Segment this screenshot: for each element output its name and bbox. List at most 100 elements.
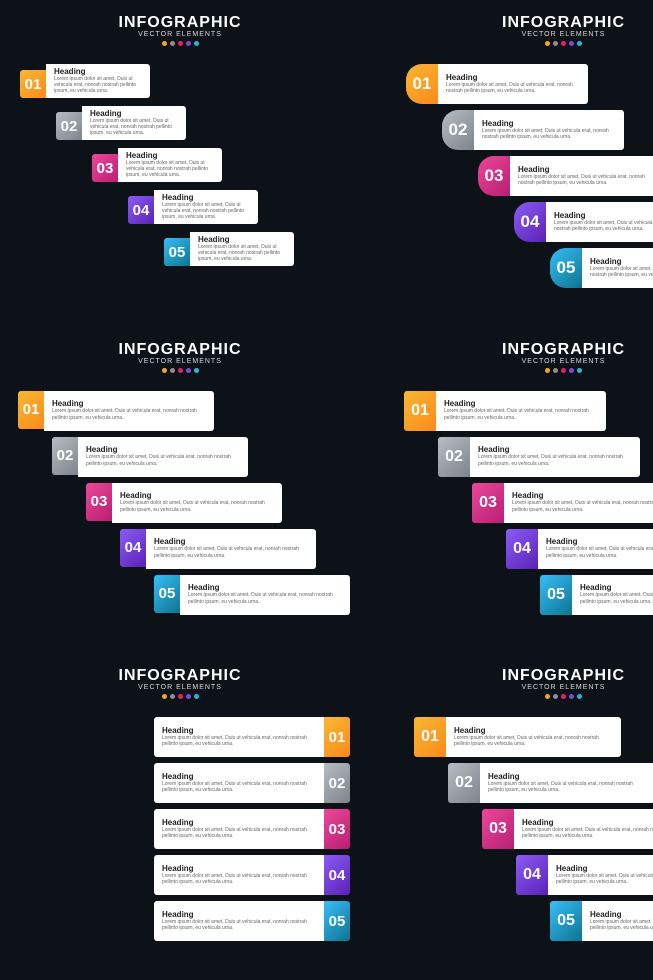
color-dot (170, 41, 175, 46)
step-card: HeadingLorem ipsum dolor sit amet, Duis … (190, 232, 294, 266)
step-body: Lorem ipsum dolor sit amet, Duis ut vehi… (162, 827, 316, 840)
step-heading: Heading (482, 119, 616, 128)
color-dots (370, 694, 653, 699)
step-card: HeadingLorem ipsum dolor sit amet, Duis … (446, 717, 621, 757)
step-card: HeadingLorem ipsum dolor sit amet, Duis … (154, 855, 324, 895)
step-body: Lorem ipsum dolor sit amet, Duis ut vehi… (86, 454, 240, 467)
step-number-badge: 03 (86, 483, 112, 521)
step-body: Lorem ipsum dolor sit amet, Duis ut vehi… (546, 546, 653, 559)
step-heading: Heading (522, 818, 653, 827)
panel-header: INFOGRAPHICVECTOR ELEMENTS (370, 14, 653, 46)
step-row: 03HeadingLorem ipsum dolor sit amet, Dui… (86, 809, 350, 849)
step-number-badge: 04 (506, 529, 538, 569)
panel-header: INFOGRAPHICVECTOR ELEMENTS (370, 667, 653, 699)
panel-title: INFOGRAPHIC (10, 667, 350, 685)
step-body: Lorem ipsum dolor sit amet, Duis ut vehi… (522, 827, 653, 840)
step-row: 03HeadingLorem ipsum dolor sit amet, Dui… (86, 483, 350, 523)
step-body: Lorem ipsum dolor sit amet, Duis ut vehi… (482, 128, 616, 141)
step-number-badge: 01 (18, 391, 44, 429)
panel-1: INFOGRAPHICVECTOR ELEMENTS01HeadingLorem… (0, 0, 360, 327)
step-card: HeadingLorem ipsum dolor sit amet, Duis … (154, 190, 258, 224)
step-card: HeadingLorem ipsum dolor sit amet, Duis … (154, 763, 324, 803)
step-heading: Heading (90, 109, 178, 118)
step-heading: Heading (162, 818, 316, 827)
step-row: 02HeadingLorem ipsum dolor sit amet, Dui… (52, 763, 350, 803)
steps-stack: 01HeadingLorem ipsum dolor sit amet, Dui… (10, 717, 350, 941)
step-card: HeadingLorem ipsum dolor sit amet, Duis … (438, 64, 588, 104)
step-number-badge: 05 (550, 901, 582, 941)
step-number-badge: 04 (120, 529, 146, 567)
step-card: HeadingLorem ipsum dolor sit amet, Duis … (474, 110, 624, 150)
step-card: HeadingLorem ipsum dolor sit amet, Duis … (510, 156, 653, 196)
step-card: HeadingLorem ipsum dolor sit amet, Duis … (514, 809, 653, 849)
step-card: HeadingLorem ipsum dolor sit amet, Duis … (154, 809, 324, 849)
steps-stack: 01HeadingLorem ipsum dolor sit amet, Dui… (370, 717, 653, 941)
panel-subtitle: VECTOR ELEMENTS (10, 684, 350, 691)
step-body: Lorem ipsum dolor sit amet, Duis ut vehi… (52, 408, 206, 421)
step-row: 01HeadingLorem ipsum dolor sit amet, Dui… (414, 717, 653, 757)
step-row: 04HeadingLorem ipsum dolor sit amet, Dui… (516, 855, 653, 895)
panel-title: INFOGRAPHIC (10, 341, 350, 359)
steps-stack: 01HeadingLorem ipsum dolor sit amet, Dui… (370, 64, 653, 288)
step-body: Lorem ipsum dolor sit amet, Duis ut vehi… (444, 408, 598, 421)
color-dot (194, 368, 199, 373)
step-row: 04HeadingLorem ipsum dolor sit amet, Dui… (120, 529, 350, 569)
color-dot (186, 368, 191, 373)
step-body: Lorem ipsum dolor sit amet, Duis ut vehi… (454, 735, 613, 748)
step-heading: Heading (590, 910, 653, 919)
steps-stack: 01HeadingLorem ipsum dolor sit amet, Dui… (10, 64, 350, 266)
panel-header: INFOGRAPHICVECTOR ELEMENTS (10, 667, 350, 699)
step-number-badge: 05 (540, 575, 572, 615)
panel-subtitle: VECTOR ELEMENTS (10, 358, 350, 365)
panel-subtitle: VECTOR ELEMENTS (370, 358, 653, 365)
color-dot (561, 41, 566, 46)
step-heading: Heading (590, 257, 653, 266)
color-dot (569, 368, 574, 373)
step-card: HeadingLorem ipsum dolor sit amet, Duis … (44, 391, 214, 431)
step-heading: Heading (512, 491, 653, 500)
step-heading: Heading (162, 772, 316, 781)
panel-title: INFOGRAPHIC (10, 14, 350, 32)
color-dot (545, 368, 550, 373)
steps-stack: 01HeadingLorem ipsum dolor sit amet, Dui… (10, 391, 350, 615)
color-dot (545, 694, 550, 699)
panel-header: INFOGRAPHICVECTOR ELEMENTS (10, 341, 350, 373)
step-card: HeadingLorem ipsum dolor sit amet, Duis … (46, 64, 150, 98)
step-heading: Heading (126, 151, 214, 160)
step-heading: Heading (488, 772, 647, 781)
step-body: Lorem ipsum dolor sit amet, Duis ut vehi… (554, 220, 653, 233)
step-heading: Heading (54, 67, 142, 76)
step-card: HeadingLorem ipsum dolor sit amet, Duis … (78, 437, 248, 477)
color-dots (370, 368, 653, 373)
color-dots (10, 694, 350, 699)
step-number-badge: 03 (482, 809, 514, 849)
infographic-grid: INFOGRAPHICVECTOR ELEMENTS01HeadingLorem… (0, 0, 653, 980)
color-dot (186, 694, 191, 699)
step-body: Lorem ipsum dolor sit amet, Duis ut vehi… (512, 500, 653, 513)
step-body: Lorem ipsum dolor sit amet, Duis ut vehi… (590, 266, 653, 279)
step-card: HeadingLorem ipsum dolor sit amet, Duis … (538, 529, 653, 569)
step-heading: Heading (198, 235, 286, 244)
step-heading: Heading (518, 165, 652, 174)
color-dot (561, 368, 566, 373)
step-number-badge: 01 (324, 717, 350, 757)
step-row: 02HeadingLorem ipsum dolor sit amet, Dui… (56, 106, 350, 140)
step-row: 05HeadingLorem ipsum dolor sit amet, Dui… (540, 575, 653, 615)
step-heading: Heading (86, 445, 240, 454)
step-row: 02HeadingLorem ipsum dolor sit amet, Dui… (442, 110, 653, 150)
step-row: 01HeadingLorem ipsum dolor sit amet, Dui… (18, 717, 350, 757)
color-dot (162, 694, 167, 699)
step-heading: Heading (52, 399, 206, 408)
step-row: 03HeadingLorem ipsum dolor sit amet, Dui… (92, 148, 350, 182)
step-card: HeadingLorem ipsum dolor sit amet, Duis … (154, 901, 324, 941)
step-number-badge: 05 (324, 901, 350, 941)
step-number-badge: 02 (438, 437, 470, 477)
step-row: 05HeadingLorem ipsum dolor sit amet, Dui… (550, 248, 653, 288)
panel-3: INFOGRAPHICVECTOR ELEMENTS01HeadingLorem… (0, 327, 360, 654)
panel-title: INFOGRAPHIC (370, 667, 653, 685)
panel-6: INFOGRAPHICVECTOR ELEMENTS 01HeadingLorem… (360, 653, 653, 980)
step-number-badge: 01 (404, 391, 436, 431)
step-number-badge: 05 (154, 575, 180, 613)
step-heading: Heading (446, 73, 580, 82)
step-card: HeadingLorem ipsum dolor sit amet, Duis … (118, 148, 222, 182)
